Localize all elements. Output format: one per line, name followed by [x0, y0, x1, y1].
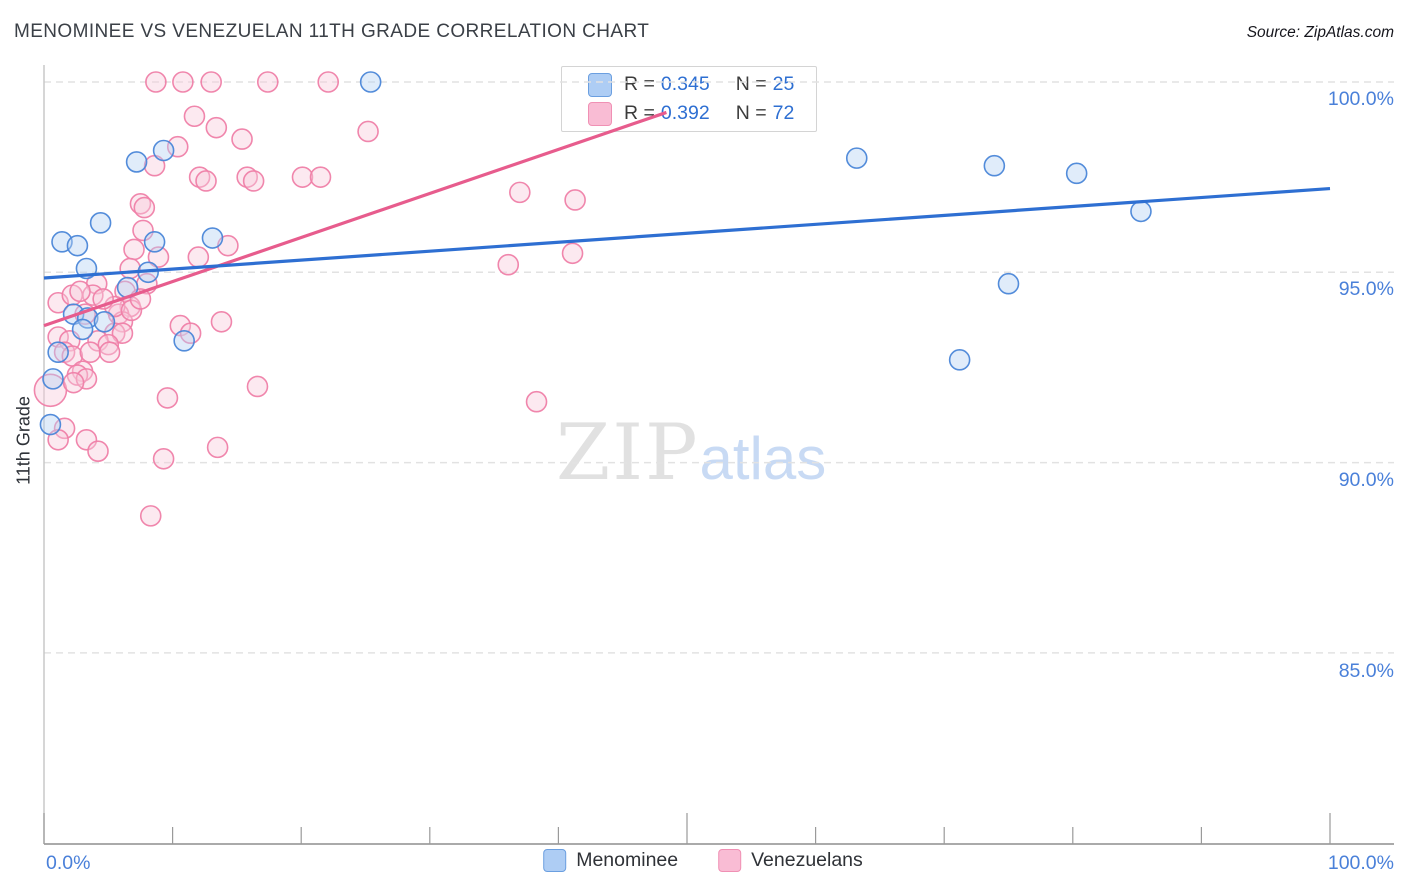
venezuelan-data-point[interactable] [156, 387, 179, 409]
venezuelan-data-point[interactable] [123, 238, 145, 261]
venezuelan-data-point[interactable] [309, 166, 332, 188]
legend-label-menominee: Menominee [576, 849, 679, 871]
n-label: N = [735, 73, 767, 95]
venezuelan-data-point[interactable] [139, 505, 162, 527]
menominee-trendline [43, 186, 1331, 280]
venezuelan-data-point[interactable] [188, 166, 211, 188]
r-value-menominee: 0.345 [660, 73, 710, 95]
venezuelan-data-point[interactable] [206, 436, 229, 459]
menominee-data-point[interactable] [173, 330, 195, 352]
r-value-venezuelans: 0.392 [660, 102, 710, 124]
legend-item-venezuelans[interactable]: Venezuelans [718, 849, 863, 872]
menominee-data-point[interactable] [997, 272, 1020, 295]
series-legend: Menominee Venezuelans [543, 849, 863, 872]
venezuelan-data-point[interactable] [75, 428, 98, 451]
venezuelan-data-point[interactable] [291, 166, 314, 188]
venezuelan-data-point[interactable] [357, 120, 379, 143]
venezuelan-data-point[interactable] [119, 257, 141, 280]
menominee-data-point[interactable] [1130, 200, 1152, 223]
venezuelan-data-point[interactable] [317, 71, 340, 93]
venezuelans-swatch-icon [718, 849, 742, 872]
menominee-data-point[interactable] [42, 368, 64, 390]
menominee-data-point[interactable] [66, 234, 89, 257]
y-axis-title: 11th Grade [13, 396, 34, 485]
venezuelan-data-point[interactable] [242, 170, 265, 192]
venezuelans-swatch-icon [588, 101, 612, 126]
venezuelan-data-point[interactable] [62, 371, 85, 394]
x-tick-max: 100.0% [1327, 852, 1394, 874]
venezuelan-data-point[interactable] [200, 71, 222, 93]
venezuelan-data-point[interactable] [75, 368, 98, 390]
menominee-data-point[interactable] [89, 212, 112, 234]
r-label: R = [624, 73, 655, 95]
venezuelan-data-point[interactable] [509, 181, 531, 204]
menominee-data-point[interactable] [845, 147, 868, 169]
venezuelan-data-point[interactable] [256, 71, 279, 93]
venezuelan-data-point[interactable] [98, 341, 121, 364]
venezuelan-data-point[interactable] [205, 116, 228, 139]
n-value-venezuelans: 72 [772, 102, 795, 124]
legend-item-menominee[interactable]: Menominee [543, 849, 678, 872]
venezuelan-data-point[interactable] [187, 246, 210, 268]
venezuelan-data-point[interactable] [564, 189, 586, 211]
menominee-data-point[interactable] [948, 349, 971, 371]
y-tick-90: 90.0% [1338, 469, 1394, 491]
venezuelan-data-point[interactable] [120, 299, 143, 322]
page-title: MENOMINEE VS VENEZUELAN 11TH GRADE CORRE… [14, 21, 650, 42]
venezuelan-data-point[interactable] [133, 196, 156, 219]
venezuelan-data-point[interactable] [132, 219, 154, 242]
menominee-data-point[interactable] [143, 231, 166, 253]
venezuelan-data-point[interactable] [236, 166, 258, 188]
menominee-data-point[interactable] [39, 413, 62, 436]
menominee-swatch-icon [543, 849, 567, 872]
venezuelan-data-point[interactable] [172, 71, 194, 93]
menominee-data-point[interactable] [125, 151, 148, 173]
venezuelan-data-point[interactable] [145, 71, 167, 93]
venezuelan-data-point[interactable] [210, 310, 233, 333]
venezuelan-data-point[interactable] [79, 341, 102, 364]
menominee-data-point[interactable] [152, 139, 175, 162]
venezuelan-data-point[interactable] [87, 440, 109, 462]
n-value-menominee: 25 [772, 73, 795, 95]
legend-row-menominee: R = 0.345 N = 25 [588, 72, 816, 97]
venezuelan-data-point[interactable] [152, 447, 175, 470]
n-label: N = [735, 102, 767, 124]
venezuelan-data-point[interactable] [183, 105, 206, 128]
venezuelans-trendline [43, 110, 667, 328]
menominee-data-point[interactable] [47, 341, 69, 364]
venezuelan-data-point[interactable] [129, 192, 152, 215]
menominee-data-point[interactable] [359, 71, 382, 93]
venezuelan-data-point[interactable] [231, 128, 253, 150]
venezuelan-data-point[interactable] [195, 170, 217, 192]
y-tick-85: 85.0% [1338, 660, 1394, 682]
y-tick-95: 95.0% [1338, 278, 1394, 300]
menominee-data-point[interactable] [71, 318, 94, 341]
source-attribution: Source: ZipAtlas.com [1246, 24, 1394, 41]
correlation-legend-box: R = 0.345 N = 25 R = 0.392 N = 72 [561, 66, 817, 132]
venezuelan-data-point[interactable] [561, 242, 584, 265]
x-tick-min: 0.0% [46, 852, 91, 874]
y-tick-100: 100.0% [1327, 88, 1394, 110]
menominee-data-point[interactable] [93, 310, 116, 333]
menominee-data-point[interactable] [201, 227, 224, 249]
menominee-data-point[interactable] [1065, 162, 1088, 185]
venezuelan-data-point[interactable] [246, 375, 269, 398]
legend-label-venezuelans: Venezuelans [751, 849, 863, 871]
venezuelan-data-point[interactable] [111, 322, 134, 344]
venezuelan-data-point[interactable] [69, 280, 91, 303]
venezuelan-data-point[interactable] [525, 390, 548, 413]
venezuelan-data-point[interactable] [97, 333, 120, 356]
venezuelan-data-point[interactable] [497, 253, 520, 276]
menominee-swatch-icon [588, 72, 612, 97]
menominee-data-point[interactable] [983, 154, 1006, 177]
